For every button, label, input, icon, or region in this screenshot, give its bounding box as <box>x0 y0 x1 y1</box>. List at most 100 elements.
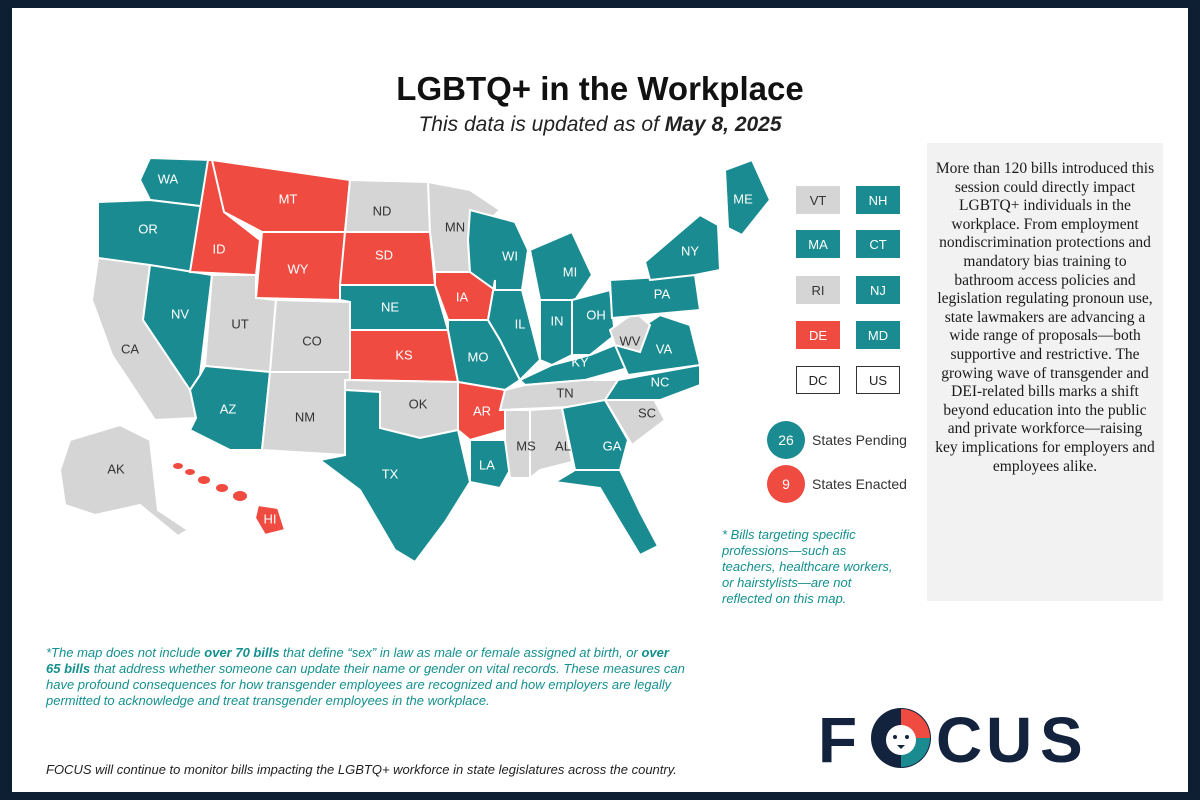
state-label-sc: SC <box>638 405 656 420</box>
state-label-nm: NM <box>295 409 315 424</box>
state-label-ar: AR <box>473 403 491 418</box>
logo-letter-u: U <box>986 704 1032 770</box>
state-in <box>539 299 573 367</box>
logo-letter-c: C <box>936 704 982 770</box>
logo-letter-f: F <box>818 704 857 770</box>
footnote-bold2: over 65 bills <box>46 645 669 676</box>
page-title: LGBTQ+ in the Workplace <box>396 70 804 107</box>
page-subtitle: This data is updated as of May 8, 2025 <box>0 113 1200 137</box>
logo-letter-s: S <box>1040 704 1083 770</box>
state-label-hi: HI <box>264 511 277 526</box>
legend-count-enacted: 9 <box>767 465 805 503</box>
state-al <box>529 406 574 481</box>
state-ar <box>457 380 506 442</box>
small-state-ct: CT <box>856 230 900 258</box>
state-ms <box>504 409 531 479</box>
small-state-ri: RI <box>796 276 840 304</box>
state-id <box>188 159 262 277</box>
state-label-tx: TX <box>382 466 399 481</box>
footnote-part2: that define “sex” in law as male or fema… <box>279 645 642 660</box>
small-state-de: DE <box>796 321 840 349</box>
state-label-ky: KY <box>571 354 589 369</box>
small-state-nh: NH <box>856 186 900 214</box>
state-label-mn: MN <box>445 219 465 234</box>
monitor-note: FOCUS will continue to monitor bills imp… <box>46 762 677 777</box>
small-state-vt: VT <box>796 186 840 214</box>
state-label-ms: MS <box>516 438 536 453</box>
legend-label-pending: States Pending <box>812 432 907 448</box>
map-footnote: *The map does not include over 70 bills … <box>46 645 686 709</box>
hawaii-island-1 <box>173 463 183 469</box>
state-label-pa: PA <box>654 286 671 301</box>
state-label-ks: KS <box>395 347 413 362</box>
hawaii-island-5 <box>233 491 247 501</box>
state-me <box>723 158 772 237</box>
state-label-mi: MI <box>563 264 577 279</box>
state-label-wa: WA <box>158 171 179 186</box>
state-ny <box>643 213 722 282</box>
footnote-part3: that address whether someone can update … <box>46 661 685 708</box>
small-state-dc: DC <box>796 366 840 394</box>
state-label-ok: OK <box>409 396 428 411</box>
state-label-ia: IA <box>456 289 469 304</box>
hawaii-island-2 <box>185 469 195 475</box>
legend-label-enacted: States Enacted <box>812 476 907 492</box>
state-oh <box>571 288 617 356</box>
state-label-nd: ND <box>373 203 392 218</box>
state-label-sd: SD <box>375 247 393 262</box>
state-label-id: ID <box>213 241 226 256</box>
state-label-oh: OH <box>586 307 606 322</box>
subtitle-date: May 8, 2025 <box>664 113 782 136</box>
small-state-us: US <box>856 366 900 394</box>
state-label-la: LA <box>479 457 495 472</box>
state-label-wy: WY <box>288 261 309 276</box>
state-label-mo: MO <box>468 349 489 364</box>
focus-logo: F C U S <box>818 704 1083 770</box>
state-label-tn: TN <box>556 385 573 400</box>
small-state-ma: MA <box>796 230 840 258</box>
state-label-ny: NY <box>681 243 699 258</box>
footnote-bold1: over 70 bills <box>204 645 280 660</box>
state-label-ca: CA <box>121 341 139 356</box>
state-label-wi: WI <box>502 248 518 263</box>
state-label-co: CO <box>302 333 322 348</box>
sidebar-panel <box>927 143 1163 601</box>
lion-icon <box>871 708 931 768</box>
state-label-fl: FL <box>640 498 655 513</box>
small-state-nj: NJ <box>856 276 900 304</box>
state-label-ne: NE <box>381 299 399 314</box>
sidebar-text: More than 120 bills introduced this sess… <box>935 160 1155 475</box>
state-label-nc: NC <box>651 374 670 389</box>
state-label-ak: AK <box>107 461 125 476</box>
state-va <box>613 313 702 377</box>
hawaii-island-4 <box>216 484 228 492</box>
state-fl <box>552 469 660 557</box>
state-label-or: OR <box>138 221 158 236</box>
state-hi <box>253 503 287 537</box>
state-ga <box>560 398 630 471</box>
state-label-va: VA <box>656 341 673 356</box>
small-state-md: MD <box>856 321 900 349</box>
footnote-part1: *The map does not include <box>46 645 205 660</box>
state-mi <box>528 230 594 301</box>
state-il <box>486 279 542 382</box>
legend-count-pending: 26 <box>767 421 805 459</box>
state-label-wv: WV <box>620 333 641 348</box>
state-label-ut: UT <box>231 316 248 331</box>
state-ak <box>58 423 190 538</box>
subtitle-prefix: This data is updated as of <box>418 113 665 136</box>
state-label-in: IN <box>551 313 564 328</box>
state-label-mt: MT <box>279 191 298 206</box>
state-wi <box>466 208 530 291</box>
state-la <box>469 439 512 490</box>
state-label-ga: GA <box>603 438 622 453</box>
state-label-al: AL <box>555 438 571 453</box>
professions-note: * Bills targeting specific professions—s… <box>722 527 893 606</box>
state-label-me: ME <box>733 191 753 206</box>
state-label-nv: NV <box>171 306 189 321</box>
state-label-az: AZ <box>220 401 237 416</box>
state-label-il: IL <box>515 316 526 331</box>
hawaii-island-3 <box>198 476 210 484</box>
state-tx <box>317 388 472 564</box>
